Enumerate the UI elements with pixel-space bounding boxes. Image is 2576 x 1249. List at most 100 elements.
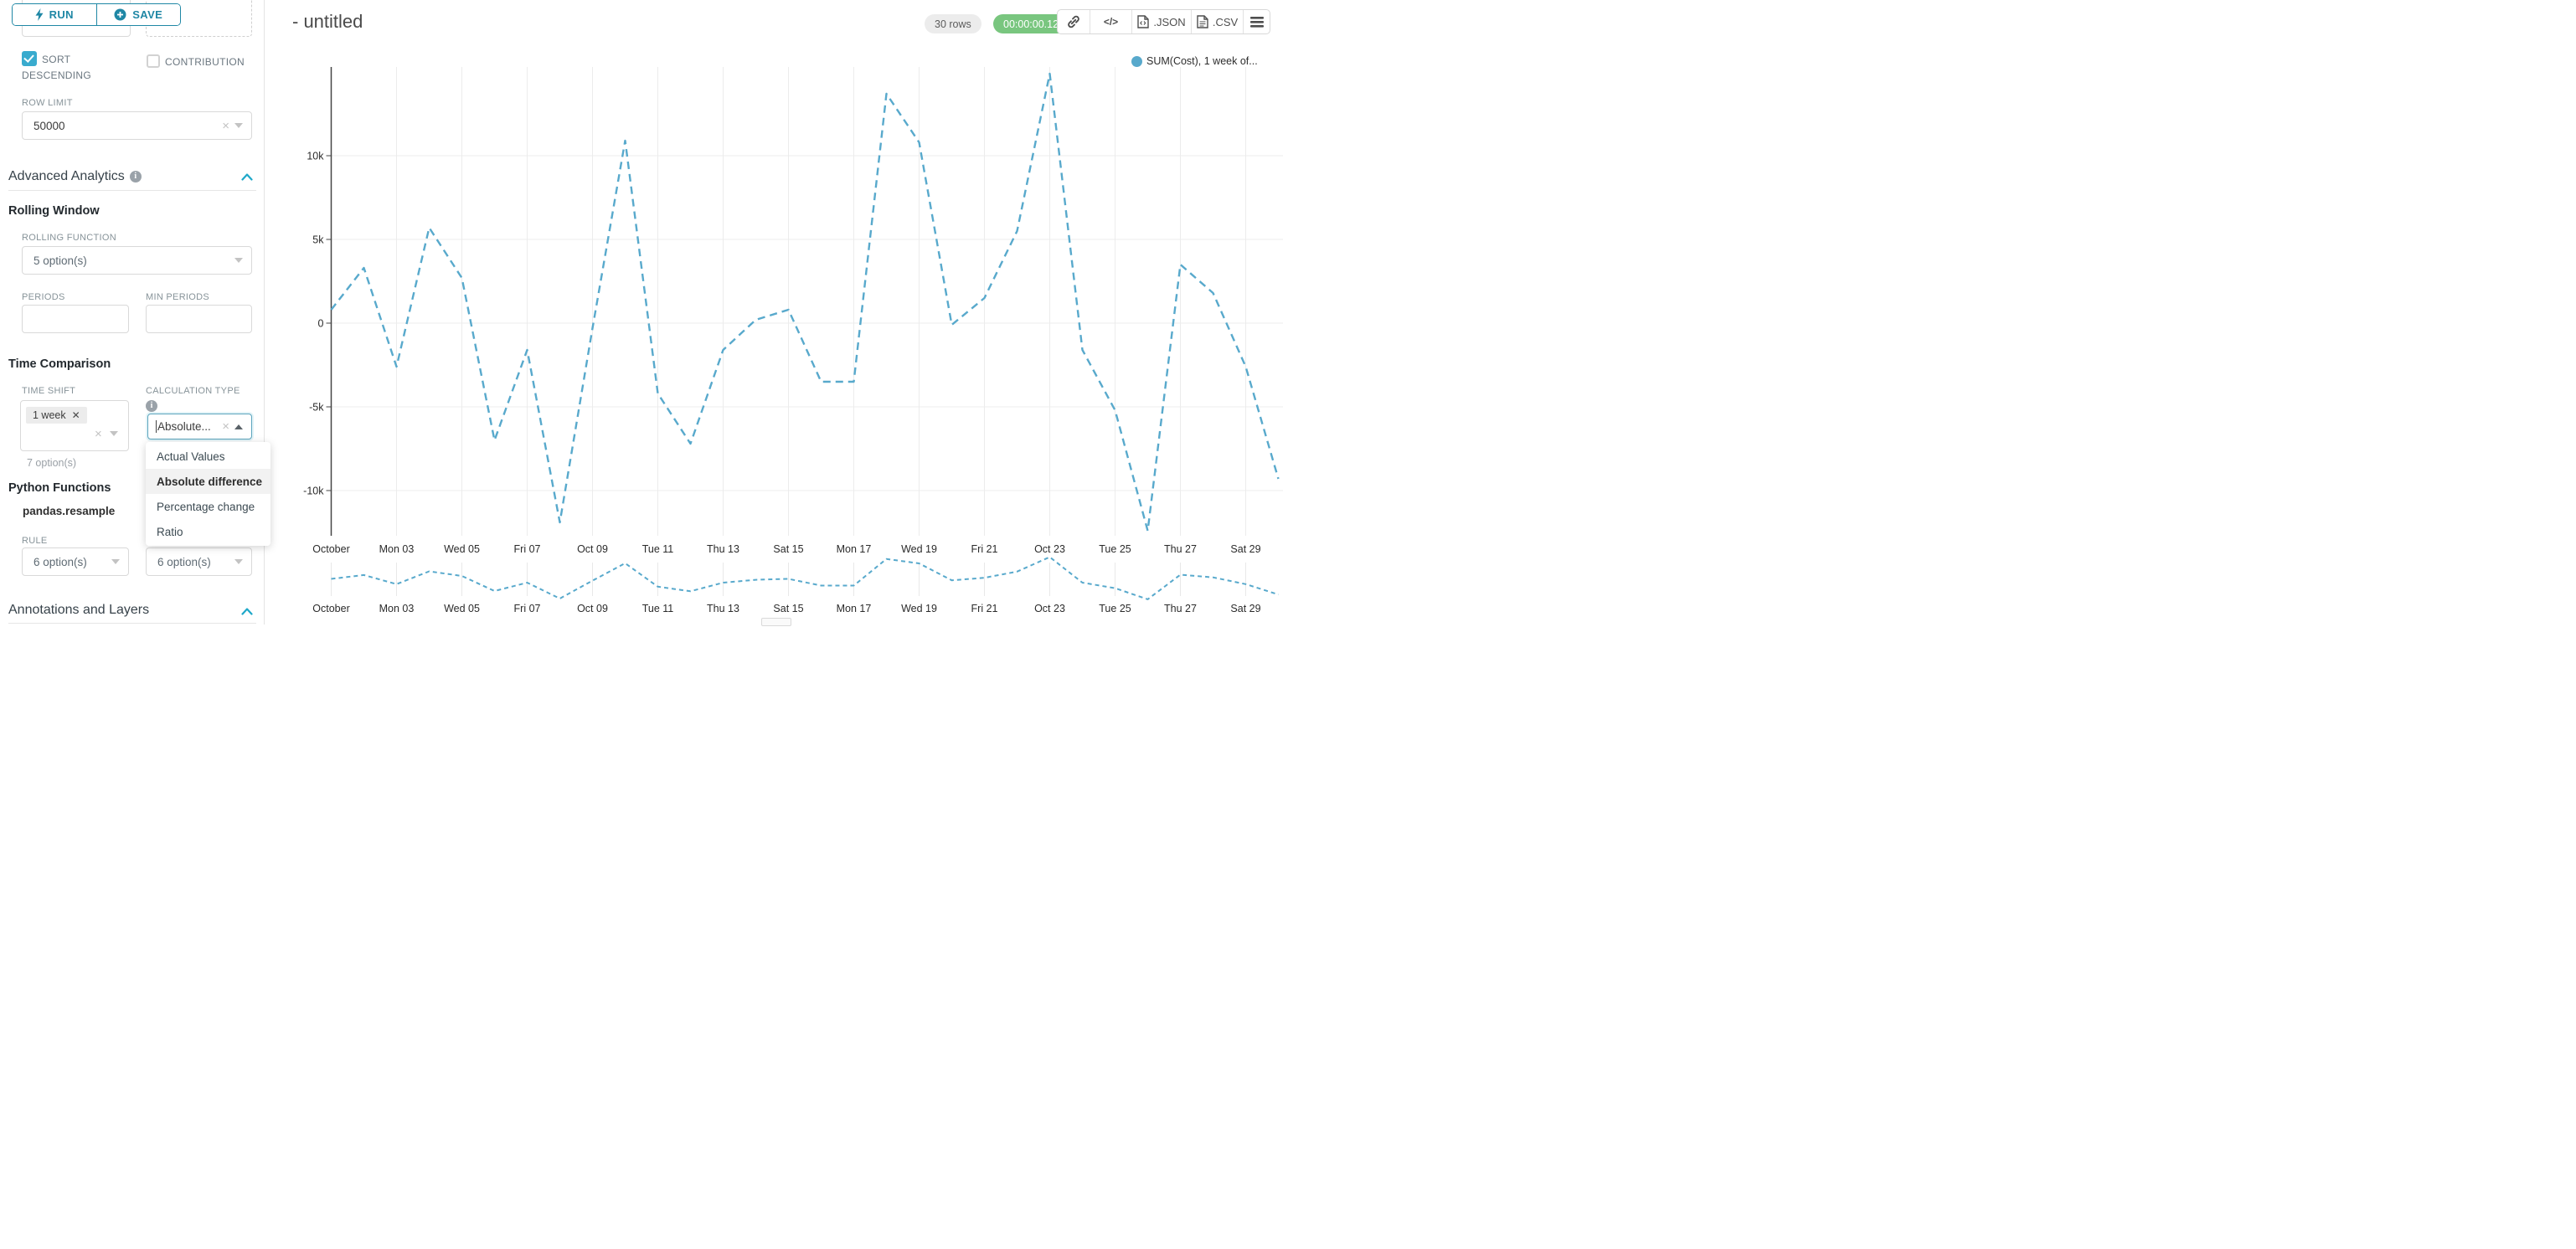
legend-series-label: SUM(Cost), 1 week of...: [1146, 55, 1258, 67]
x-axis-label: Wed 05: [444, 543, 480, 555]
x-axis-label: Sat 29: [1230, 543, 1260, 555]
y-axis-label: 0: [318, 318, 324, 330]
share-link-button[interactable]: [1058, 10, 1090, 33]
chart-legend[interactable]: SUM(Cost), 1 week of...: [1131, 55, 1258, 67]
x-axis-label: Oct 09: [577, 543, 608, 555]
chevron-up-icon[interactable]: [234, 424, 243, 429]
info-icon[interactable]: i: [129, 171, 142, 182]
hamburger-menu-icon: [1249, 16, 1264, 28]
mini-x-axis-label: Sat 29: [1230, 603, 1260, 614]
annotations-layers-title: Annotations and Layers: [8, 603, 150, 617]
x-axis-label: October: [312, 543, 349, 555]
x-axis-label: Tue 25: [1099, 543, 1131, 555]
mini-x-axis-label: Oct 23: [1034, 603, 1065, 614]
run-save-button-group: RUN SAVE: [12, 3, 181, 26]
row-limit-value: 50000: [33, 119, 65, 132]
plus-circle-icon: [114, 8, 126, 21]
export-json-button[interactable]: .JSON: [1131, 10, 1191, 33]
control-sidebar: 7 option(s) RUN SAVE SORT DESCENDING: [0, 0, 270, 624]
chevron-up-icon[interactable]: [241, 173, 253, 181]
x-axis-label: Fri 07: [514, 543, 541, 555]
min-periods-label: MIN PERIODS: [146, 292, 210, 302]
time-shift-tag[interactable]: 1 week ✕: [26, 407, 87, 424]
superset-explore-view: 7 option(s) RUN SAVE SORT DESCENDING: [0, 0, 1288, 626]
mini-x-axis-label: Mon 03: [379, 603, 415, 614]
chart-title[interactable]: - untitled: [292, 11, 363, 32]
mini-x-axis-label: Fri 07: [514, 603, 541, 614]
time-comparison-title: Time Comparison: [8, 357, 111, 371]
link-icon: [1068, 15, 1079, 28]
mini-x-axis-label: Thu 13: [707, 603, 739, 614]
method-value: 6 option(s): [157, 555, 211, 568]
info-icon[interactable]: i: [146, 400, 157, 412]
tag-remove-icon[interactable]: ✕: [71, 409, 80, 421]
pandas-resample-label: pandas.resample: [23, 505, 116, 517]
range-selector-line[interactable]: [331, 556, 1279, 600]
advanced-analytics-title: Advanced Analytics: [8, 169, 125, 183]
rule-value: 6 option(s): [33, 555, 87, 568]
clear-icon[interactable]: ×: [222, 118, 229, 133]
x-axis-label: Thu 27: [1164, 543, 1197, 555]
method-select[interactable]: 6 option(s): [146, 547, 252, 576]
clear-icon[interactable]: ×: [95, 427, 102, 441]
text-cursor: [156, 420, 157, 433]
rule-select[interactable]: 6 option(s): [22, 547, 129, 576]
contribution-checkbox[interactable]: [147, 54, 160, 68]
sort-descending-checkbox[interactable]: [22, 51, 37, 66]
chevron-down-icon[interactable]: [111, 559, 120, 564]
cropped-bottom-element: [761, 618, 791, 626]
rows-count-badge: 30 rows: [925, 14, 981, 33]
chevron-down-icon[interactable]: [234, 258, 243, 263]
calculation-type-value: Absolute...: [156, 420, 211, 433]
dropdown-option-ratio[interactable]: Ratio: [157, 525, 183, 538]
x-axis-label: Tue 11: [642, 543, 674, 555]
series-line[interactable]: [330, 72, 1280, 532]
dropdown-option-percentage-change[interactable]: Percentage change: [157, 500, 255, 513]
python-functions-title: Python Functions: [8, 481, 111, 495]
time-shift-multiselect[interactable]: 1 week ✕ ×: [20, 400, 129, 451]
section-divider: [8, 623, 256, 624]
mini-x-axis-label: Tue 11: [642, 603, 674, 614]
calculation-type-select[interactable]: Absolute... ×: [147, 414, 252, 439]
save-button[interactable]: SAVE: [96, 4, 180, 25]
y-axis-label: 10k: [307, 151, 324, 162]
y-axis-label: -10k: [303, 486, 324, 497]
calculation-type-dropdown: Actual Values Absolute difference Percen…: [146, 442, 270, 546]
csv-label: .CSV: [1212, 15, 1239, 28]
row-limit-label: ROW LIMIT: [22, 98, 73, 108]
mini-x-axis-label: Thu 27: [1164, 603, 1197, 614]
rolling-function-select[interactable]: 5 option(s): [22, 246, 252, 275]
x-axis-label: Wed 19: [901, 543, 937, 555]
chart-menu-button[interactable]: [1243, 10, 1270, 33]
run-button[interactable]: RUN: [13, 4, 97, 25]
sort-descending-label-line2: DESCENDING: [22, 69, 92, 81]
export-csv-button[interactable]: .CSV: [1191, 10, 1243, 33]
query-timer-badge: 00:00:00.12: [993, 14, 1069, 33]
chevron-down-icon[interactable]: [234, 559, 243, 564]
mini-x-axis-label: Mon 17: [837, 603, 872, 614]
periods-input[interactable]: [22, 305, 129, 333]
min-periods-input[interactable]: [146, 305, 252, 333]
dropdown-option-absolute-difference[interactable]: Absolute difference: [146, 469, 270, 494]
sort-descending-label: SORT: [42, 54, 71, 65]
chevron-down-icon[interactable]: [234, 123, 243, 128]
time-shift-tag-label: 1 week: [33, 409, 66, 421]
row-limit-select[interactable]: 50000 ×: [22, 111, 252, 140]
calculation-type-label: CALCULATION TYPE: [146, 386, 240, 396]
view-query-button[interactable]: </>: [1090, 10, 1131, 33]
chevron-down-icon[interactable]: [110, 431, 118, 436]
x-axis-label: Mon 17: [837, 543, 872, 555]
advanced-analytics-header[interactable]: Advanced Analytics i: [8, 169, 142, 184]
run-button-label: RUN: [49, 8, 74, 21]
x-axis-label: Mon 03: [379, 543, 415, 555]
dropdown-option-actual-values[interactable]: Actual Values: [157, 450, 225, 463]
chevron-up-icon[interactable]: [241, 608, 253, 615]
clear-icon[interactable]: ×: [222, 419, 229, 434]
line-chart[interactable]: October October Mon 03 Mon 03 Wed 05 Wed 05 Fr…: [265, 0, 1288, 624]
mini-x-axis-label: Wed 19: [901, 603, 937, 614]
export-button-group: </> .JSON .CSV: [1057, 9, 1270, 34]
mini-x-axis-label: October: [312, 603, 349, 614]
rolling-window-title: Rolling Window: [8, 204, 100, 218]
file-text-icon: [1197, 15, 1208, 28]
annotations-layers-header[interactable]: Annotations and Layers: [8, 603, 149, 618]
